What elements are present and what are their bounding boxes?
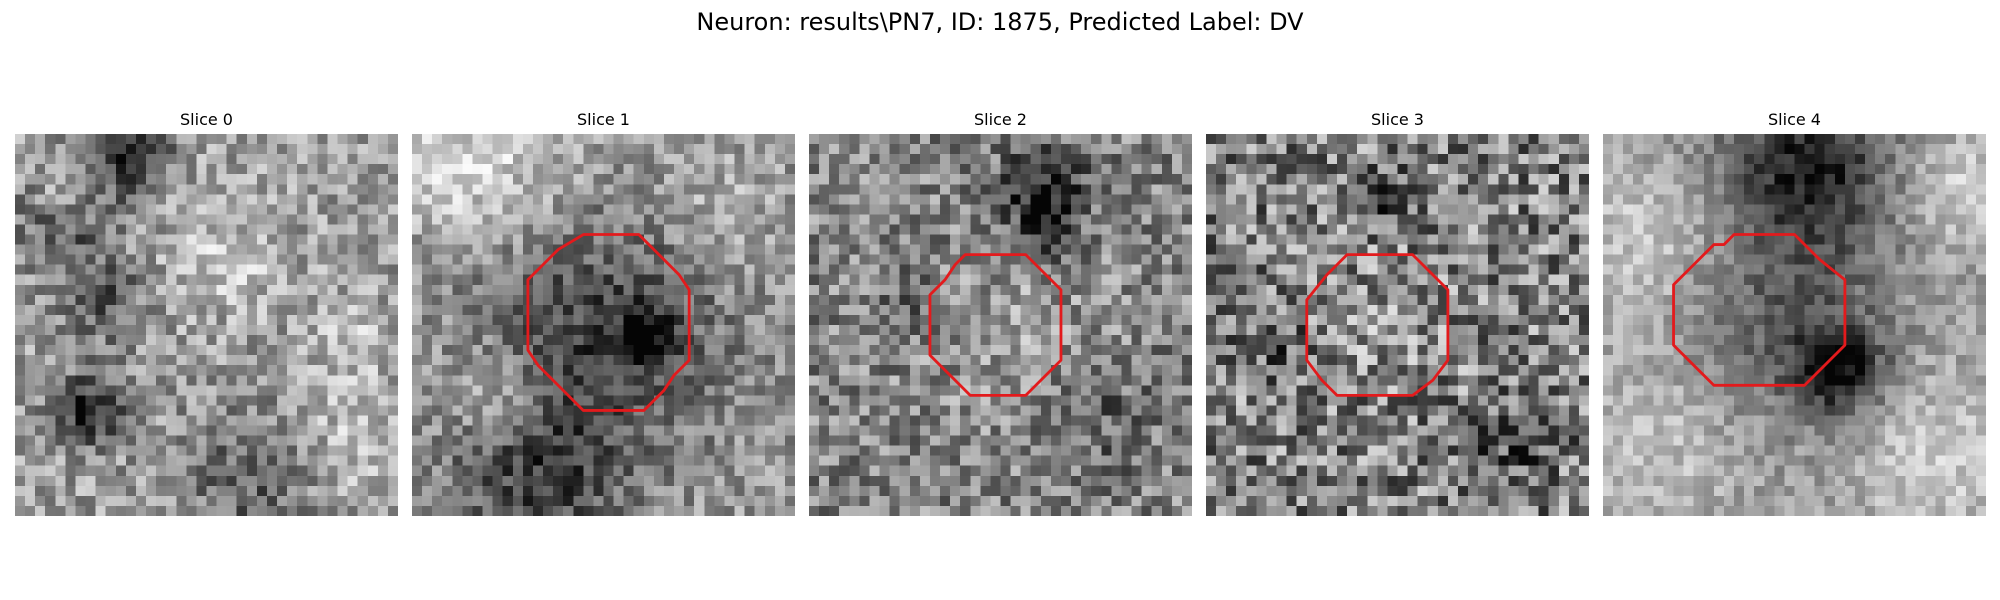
roi-contour-4 <box>1672 233 1847 387</box>
figure-title: Neuron: results\PN7, ID: 1875, Predicted… <box>696 8 1304 36</box>
slice-title-0: Slice 0 <box>180 110 233 129</box>
slice-image-0 <box>15 134 398 516</box>
roi-contour-2 <box>928 253 1063 397</box>
roi-contour-3 <box>1305 253 1450 397</box>
slice-image-1 <box>412 134 795 516</box>
slice-panel-4: Slice 4 <box>1603 110 1986 516</box>
slice-image-4 <box>1603 134 1986 516</box>
slice-panel-0: Slice 0 <box>15 110 398 516</box>
slice-image-2 <box>809 134 1192 516</box>
slice-title-1: Slice 1 <box>577 110 630 129</box>
slice-panel-1: Slice 1 <box>412 110 795 516</box>
slice-title-4: Slice 4 <box>1768 110 1821 129</box>
slice-title-3: Slice 3 <box>1371 110 1424 129</box>
slice-image-3 <box>1206 134 1589 516</box>
roi-contour-1 <box>526 233 691 412</box>
slice-title-2: Slice 2 <box>974 110 1027 129</box>
slice-panel-3: Slice 3 <box>1206 110 1589 516</box>
slice-panel-2: Slice 2 <box>809 110 1192 516</box>
